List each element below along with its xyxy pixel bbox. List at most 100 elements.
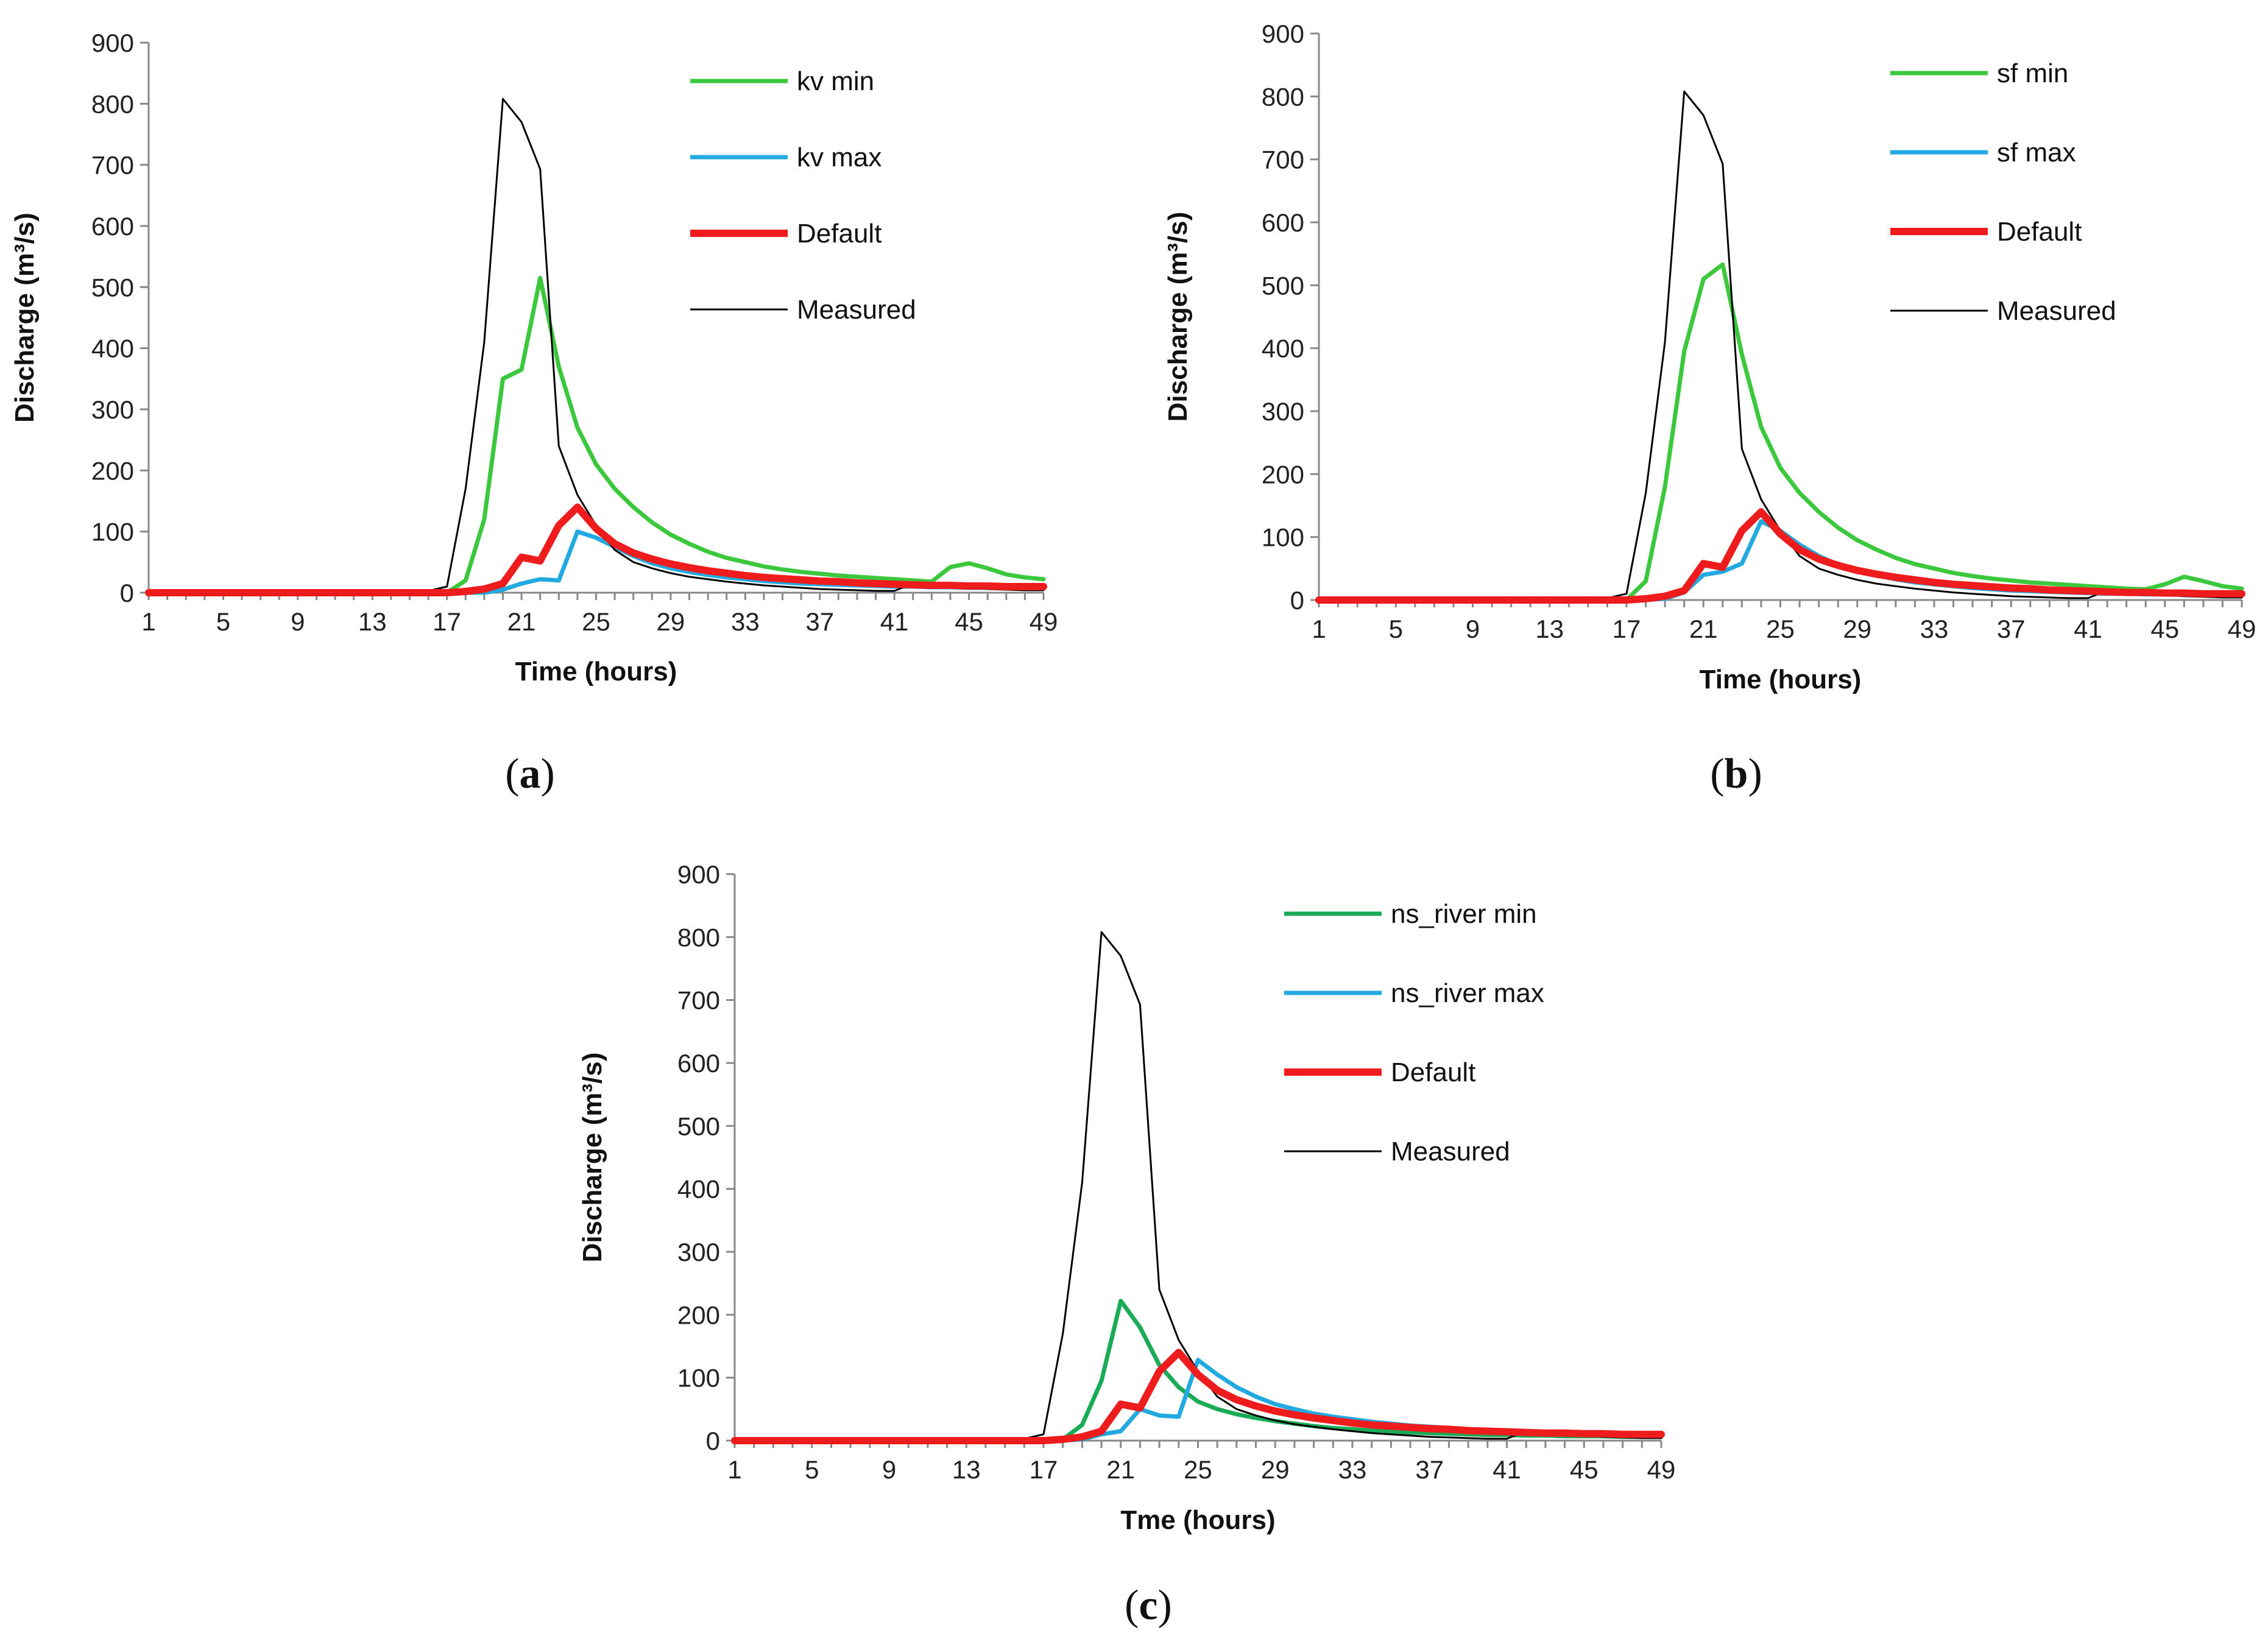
y-tick-label: 100 — [1262, 523, 1304, 552]
x-tick-label: 21 — [507, 607, 536, 636]
y-tick-label: 200 — [677, 1301, 720, 1329]
y-tick-label: 600 — [91, 212, 134, 241]
y-tick-label: 100 — [677, 1364, 720, 1393]
y-tick-label: 900 — [91, 29, 134, 57]
x-tick-label: 13 — [952, 1455, 981, 1484]
chart-panel-a: 0 100 200 300 400 500 600 700 800 900 1 5 9 13 17 21 25 2… — [10, 29, 1058, 797]
panel-label: (c) — [1125, 1582, 1172, 1629]
x-tick-label: 49 — [1030, 607, 1058, 636]
y-tick-label: 100 — [91, 518, 134, 546]
series-line-default — [731, 1349, 1665, 1444]
legend-label: Measured — [1997, 296, 2116, 326]
x-tick-label: 21 — [1689, 615, 1718, 643]
x-tick-label: 1 — [727, 1455, 741, 1484]
series-line-measured — [147, 97, 1045, 594]
x-tick-label: 5 — [805, 1455, 819, 1484]
x-tick-label: 9 — [291, 607, 305, 636]
y-tick-label: 700 — [677, 986, 720, 1015]
y-tick-label: 600 — [1262, 208, 1304, 237]
y-tick-label: 300 — [1262, 397, 1304, 426]
y-tick-label: 0 — [706, 1427, 720, 1455]
series-line-default — [145, 503, 1047, 596]
panel-label: (a) — [505, 750, 555, 797]
y-tick-label: 300 — [677, 1238, 720, 1266]
y-tick-label: 400 — [1262, 334, 1304, 363]
y-tick-label: 0 — [1290, 586, 1304, 615]
chart-panel-b: 0 100 200 300 400 500 600 700 800 900 1 5 9 13 17 21 25 2… — [1163, 19, 2256, 797]
x-tick-label: 45 — [2150, 615, 2179, 643]
x-tick-label: 17 — [433, 607, 461, 636]
legend-label: Default — [797, 219, 881, 249]
legend: kv min kv max Default Measured — [690, 66, 916, 325]
x-tick-label: 25 — [1184, 1455, 1212, 1484]
y-tick-label: 500 — [677, 1112, 720, 1140]
y-tick-label: 800 — [677, 923, 720, 951]
y-tick-label: 200 — [1262, 460, 1304, 489]
x-tick-label: 41 — [880, 607, 909, 636]
x-tick-label: 29 — [1261, 1455, 1290, 1484]
legend-label: ns_river min — [1391, 899, 1537, 929]
chart-panel-c: 0 100 200 300 400 500 600 700 800 900 1 5 9 13 17 21 25 2… — [578, 860, 1675, 1629]
x-tick-label: 13 — [358, 607, 387, 636]
x-tick-label: 1 — [1312, 615, 1326, 643]
x-tick-label: 37 — [805, 607, 834, 636]
x-tick-label: 45 — [1570, 1455, 1599, 1484]
x-tick-label: 45 — [955, 607, 983, 636]
x-tick-label: 25 — [1766, 615, 1795, 643]
x-axis-title: Tme (hours) — [1120, 1505, 1275, 1535]
y-tick-label: 900 — [677, 860, 720, 889]
x-tick-label: 5 — [1389, 615, 1403, 643]
x-axis-title: Time (hours) — [515, 657, 677, 687]
series-line-measured — [1318, 90, 2243, 601]
y-tick-label: 500 — [1262, 271, 1304, 300]
x-axis-title: Time (hours) — [1700, 665, 1862, 694]
y-tick-label: 700 — [91, 151, 134, 180]
legend-label: ns_river max — [1391, 978, 1544, 1008]
y-tick-label: 700 — [1262, 146, 1304, 174]
legend-label: kv max — [797, 143, 881, 172]
y-axis-title: Discharge (m³/s) — [578, 1053, 607, 1263]
x-tick-label: 9 — [1466, 615, 1480, 643]
y-tick-label: 400 — [677, 1175, 720, 1204]
y-tick-label: 500 — [91, 273, 134, 302]
x-tick-label: 41 — [1493, 1455, 1521, 1484]
x-tick-label: 17 — [1030, 1455, 1058, 1484]
x-tick-label: 37 — [1415, 1455, 1444, 1484]
x-tick-label: 5 — [216, 607, 230, 636]
x-tick-label: 29 — [657, 607, 685, 636]
x-tick-label: 33 — [1338, 1455, 1367, 1484]
x-tick-label: 33 — [1920, 615, 1949, 643]
series-line-kv-min — [146, 275, 1046, 595]
y-tick-label: 300 — [91, 395, 134, 424]
x-tick-label: 1 — [141, 607, 155, 636]
x-tick-label: 29 — [1843, 615, 1871, 643]
y-tick-label: 900 — [1262, 19, 1304, 48]
x-tick-label: 33 — [731, 607, 760, 636]
x-tick-label: 17 — [1613, 615, 1641, 643]
y-tick-label: 200 — [91, 456, 134, 485]
legend-label: sf min — [1997, 58, 2068, 88]
legend-label: Measured — [797, 295, 916, 325]
y-tick-label: 600 — [677, 1049, 720, 1078]
legend-label: Default — [1997, 217, 2082, 247]
y-tick-label: 0 — [120, 579, 134, 607]
legend-label: Default — [1391, 1057, 1475, 1087]
y-axis-title: Discharge (m³/s) — [1163, 212, 1193, 422]
legend: ns_river min ns_river max Default Measured — [1284, 899, 1544, 1167]
legend-label: Measured — [1391, 1137, 1510, 1167]
y-axis-title: Discharge (m³/s) — [10, 213, 40, 423]
x-tick-label: 25 — [582, 607, 610, 636]
x-tick-label: 49 — [2228, 615, 2256, 643]
x-tick-label: 41 — [2074, 615, 2102, 643]
x-tick-label: 37 — [1997, 615, 2026, 643]
legend-label: sf max — [1997, 138, 2076, 168]
legend: sf min sf max Default Measured — [1890, 58, 2116, 326]
y-tick-label: 800 — [1262, 82, 1304, 111]
x-tick-label: 21 — [1106, 1455, 1135, 1484]
series-line-default — [1315, 508, 2245, 604]
x-tick-label: 13 — [1535, 615, 1564, 643]
panel-label: (b) — [1710, 750, 1762, 797]
x-tick-label: 49 — [1647, 1455, 1676, 1484]
legend-label: kv min — [797, 66, 874, 96]
